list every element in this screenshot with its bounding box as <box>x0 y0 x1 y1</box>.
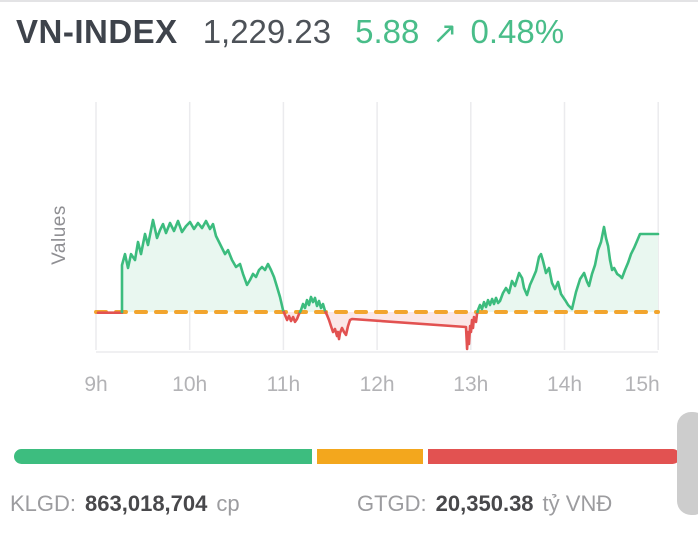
x-tick-label: 12h <box>360 373 395 396</box>
x-tick-label: 10h <box>172 373 207 396</box>
index-title: VN-INDEX <box>16 13 178 50</box>
klgd-label: KLGD: <box>10 491 77 516</box>
y-axis-label: Values <box>49 205 70 265</box>
area-fill-up <box>122 220 284 312</box>
klgd-unit: cp <box>216 491 240 516</box>
gtgd-label: GTGD: <box>357 491 427 516</box>
volume-stat: KLGD: 863,018,704 cp <box>10 491 240 517</box>
x-tick-label: 13h <box>453 373 488 396</box>
index-value: 1,229.23 <box>202 13 332 50</box>
x-tick-label: 9h <box>84 373 107 396</box>
area-fill-up <box>300 297 326 312</box>
x-tick-label: 15h <box>625 373 660 396</box>
area-fill-down <box>325 312 478 349</box>
market-breadth-bar <box>14 449 682 464</box>
price-line-down <box>324 310 479 351</box>
price-line-down <box>96 310 124 315</box>
gtgd-unit: tỷ VNĐ <box>542 491 613 516</box>
intraday-chart: 9h 10h 11h 12h 13h 14h 15h <box>84 102 660 396</box>
area-fill-up <box>477 227 658 312</box>
price-line-up <box>120 218 286 314</box>
gtgd-value: 20,350.38 <box>435 491 534 516</box>
x-tick-label: 14h <box>547 373 582 396</box>
scrollbar-thumb[interactable] <box>677 412 698 515</box>
index-header: VN-INDEX 1,229.23 5.88 ↗ 0.48% <box>16 13 564 51</box>
change-value: 5.88 <box>355 13 420 50</box>
x-tick-label: 11h <box>267 373 300 396</box>
trend-up-arrow-icon: ↗ <box>432 17 458 50</box>
advancers-bar-segment <box>14 449 312 464</box>
unchanged-bar-segment <box>317 449 423 464</box>
change-percent: 0.48% <box>470 13 565 50</box>
change-group: 5.88 ↗ 0.48% <box>355 13 564 51</box>
price-line-up <box>298 295 327 314</box>
price-line-down <box>282 310 302 324</box>
klgd-value: 863,018,704 <box>85 491 208 516</box>
turnover-stat: GTGD: 20,350.38 tỷ VNĐ <box>357 491 612 517</box>
price-line-up <box>476 225 660 314</box>
decliners-bar-segment <box>428 449 680 464</box>
